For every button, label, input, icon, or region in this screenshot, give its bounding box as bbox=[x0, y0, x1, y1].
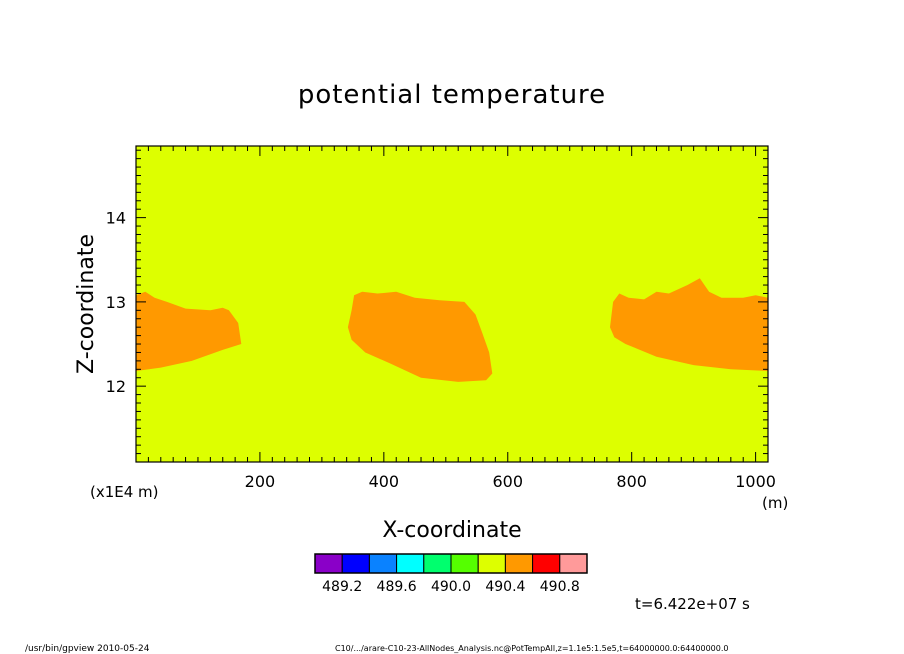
colorbar-frame bbox=[314, 553, 588, 574]
x-tick-label: 400 bbox=[369, 472, 400, 491]
x-tick-label: 1000 bbox=[735, 472, 776, 491]
contour-regions bbox=[136, 278, 768, 382]
x-units-label: (m) bbox=[762, 494, 788, 512]
x-ticks: 200 400 600 800 1000 bbox=[147, 146, 776, 491]
colorbar-swatch bbox=[504, 553, 534, 574]
footer-right: C10/.../arare-C10-23-AllNodes_Analysis.n… bbox=[335, 644, 728, 653]
x-tick-label: 600 bbox=[492, 472, 523, 491]
colorbar-swatch bbox=[450, 553, 479, 574]
y-tick-label: 14 bbox=[106, 209, 126, 228]
contour-region-right-patch bbox=[610, 278, 768, 371]
colorbar-swatch bbox=[477, 553, 506, 574]
colorbar-swatch bbox=[532, 553, 561, 574]
plot-frame bbox=[135, 145, 769, 463]
x-axis-label: X-coordinate bbox=[382, 518, 521, 543]
colorbar-label: 490.8 bbox=[540, 579, 580, 595]
colorbar-swatch bbox=[314, 553, 343, 574]
colorbar-label: 489.2 bbox=[322, 579, 362, 595]
footer-left: /usr/bin/gpview 2010-05-24 bbox=[25, 644, 150, 654]
colorbar: 489.2 489.6 490.0 490.4 490.8 bbox=[314, 553, 588, 595]
y-ticks: 12 13 14 bbox=[106, 149, 768, 463]
x-tick-label: 200 bbox=[245, 472, 276, 491]
x-tick-label: 800 bbox=[616, 472, 647, 491]
y-axis-label: Z-coordinate bbox=[74, 234, 99, 374]
colorbar-label: 490.4 bbox=[485, 579, 525, 595]
chart-title: potential temperature bbox=[298, 80, 606, 110]
contour-region-center-patch bbox=[347, 291, 493, 382]
colorbar-swatch bbox=[423, 553, 452, 574]
colorbar-swatch bbox=[368, 553, 398, 574]
y-tick-label: 13 bbox=[106, 293, 126, 312]
contour-region-left-patch bbox=[136, 291, 242, 371]
colorbar-swatch bbox=[341, 553, 370, 574]
time-annotation: t=6.422e+07 s bbox=[635, 595, 750, 613]
y-units-label: (x1E4 m) bbox=[90, 483, 159, 501]
plot-area: 200 400 600 800 1000 12 13 14 bbox=[106, 145, 776, 491]
colorbar-swatch bbox=[396, 553, 425, 574]
y-tick-label: 12 bbox=[106, 377, 126, 396]
colorbar-label: 490.0 bbox=[431, 579, 471, 595]
colorbar-label: 489.6 bbox=[377, 579, 417, 595]
colorbar-swatch bbox=[559, 553, 588, 574]
